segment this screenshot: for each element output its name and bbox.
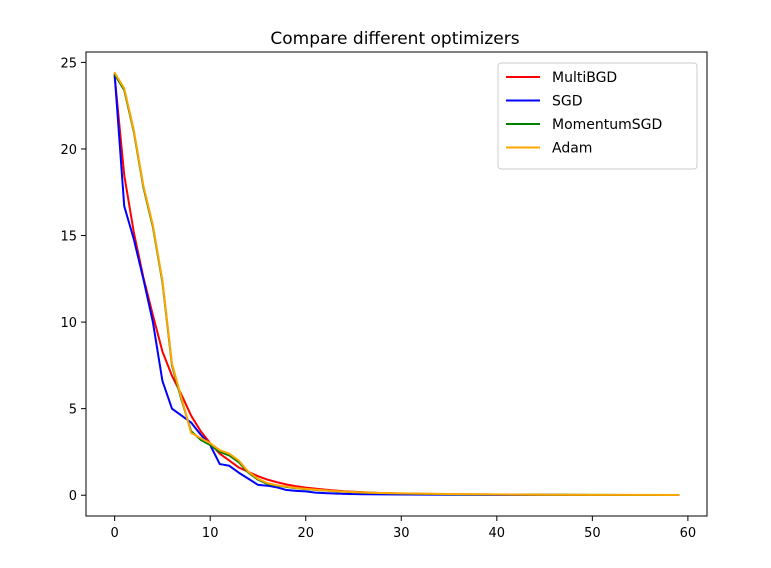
x-tick-label: 50 xyxy=(584,526,601,541)
y-tick-label: 10 xyxy=(60,316,77,331)
x-tick-label: 40 xyxy=(489,526,506,541)
x-tick-label: 10 xyxy=(202,526,219,541)
plot-area-frame xyxy=(85,51,708,517)
y-tick-label: 0 xyxy=(69,489,77,504)
y-tick-label: 5 xyxy=(69,403,77,418)
y-tick-label: 20 xyxy=(60,143,77,158)
x-tick-label: 20 xyxy=(297,526,314,541)
y-tick-label: 25 xyxy=(60,56,77,71)
legend-label: SGD xyxy=(552,94,583,110)
series-line-adam xyxy=(113,71,680,497)
x-axis-ticks: 0 10 20 30 40 50 60 xyxy=(111,516,697,541)
series-lines xyxy=(113,71,680,497)
legend-box xyxy=(497,62,698,170)
legend-label: Adam xyxy=(552,141,592,157)
chart-title: Compare different optimizers xyxy=(270,29,519,49)
x-tick-label: 0 xyxy=(111,526,119,541)
legend-label: MomentumSGD xyxy=(552,117,662,133)
legend-label: MultiBGD xyxy=(552,70,617,86)
y-tick-label: 15 xyxy=(60,230,77,245)
x-tick-label: 60 xyxy=(680,526,697,541)
x-tick-label: 30 xyxy=(393,526,410,541)
y-axis-ticks: 0 5 10 15 20 25 xyxy=(60,56,86,504)
legend: MultiBGD SGD MomentumSGD Adam xyxy=(497,62,698,170)
